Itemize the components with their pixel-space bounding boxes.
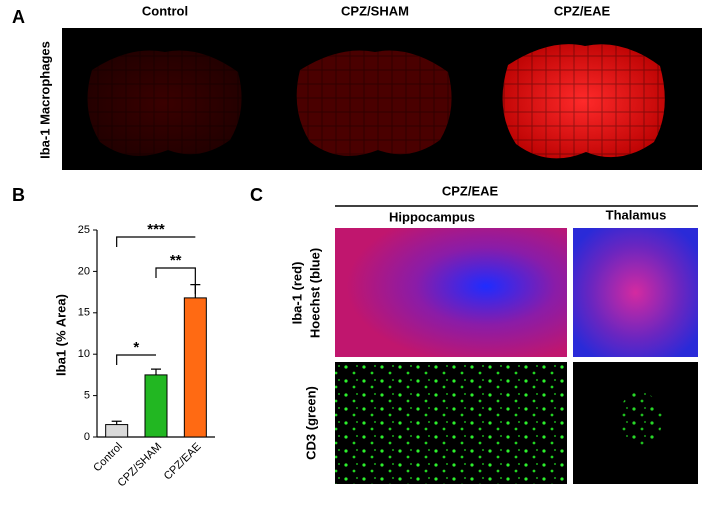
y-tick-label: 25 — [78, 224, 90, 236]
y-tick-label: 10 — [78, 348, 90, 360]
brain-image — [502, 44, 665, 159]
row-label: Iba-1 (red) — [289, 262, 304, 325]
error-bar — [111, 420, 122, 425]
micrograph — [335, 362, 567, 484]
significance-bracket — [155, 267, 196, 294]
column-title: Control — [142, 3, 188, 18]
significance-label: ** — [170, 252, 182, 269]
column-title: Hippocampus — [389, 209, 475, 224]
column-title: Thalamus — [606, 207, 667, 222]
row-label: Iba-1 Macrophages — [37, 41, 52, 159]
significance-label: * — [133, 339, 139, 356]
bar — [144, 374, 168, 438]
panel-label: C — [250, 185, 263, 205]
micrograph — [335, 228, 567, 357]
row-label: Hoechst (blue) — [307, 248, 322, 338]
significance-bracket — [116, 354, 156, 365]
y-tick-label: 0 — [84, 431, 90, 443]
brain-image — [296, 50, 452, 156]
y-tick-label: 5 — [84, 390, 90, 402]
column-title: CPZ/SHAM — [341, 3, 409, 18]
bar — [183, 297, 207, 438]
panel-label: B — [12, 185, 25, 205]
row-label: CD3 (green) — [303, 386, 318, 460]
panel-label: A — [12, 7, 25, 27]
micrograph — [573, 228, 698, 357]
significance-bracket — [116, 236, 196, 247]
x-tick-label: Control — [91, 441, 125, 475]
brain-image — [87, 50, 242, 156]
y-tick-label: 20 — [78, 265, 90, 277]
bar — [105, 424, 129, 438]
column-title: CPZ/EAE — [554, 3, 611, 18]
significance-label: *** — [147, 221, 165, 238]
error-bar — [151, 368, 161, 375]
x-tick-label: CPZ/EAE — [162, 441, 204, 483]
y-axis-title: Iba1 (% Area) — [53, 294, 68, 376]
micrograph-detail — [618, 392, 662, 448]
y-tick-label: 15 — [78, 307, 90, 319]
group-title: CPZ/EAE — [442, 183, 499, 198]
